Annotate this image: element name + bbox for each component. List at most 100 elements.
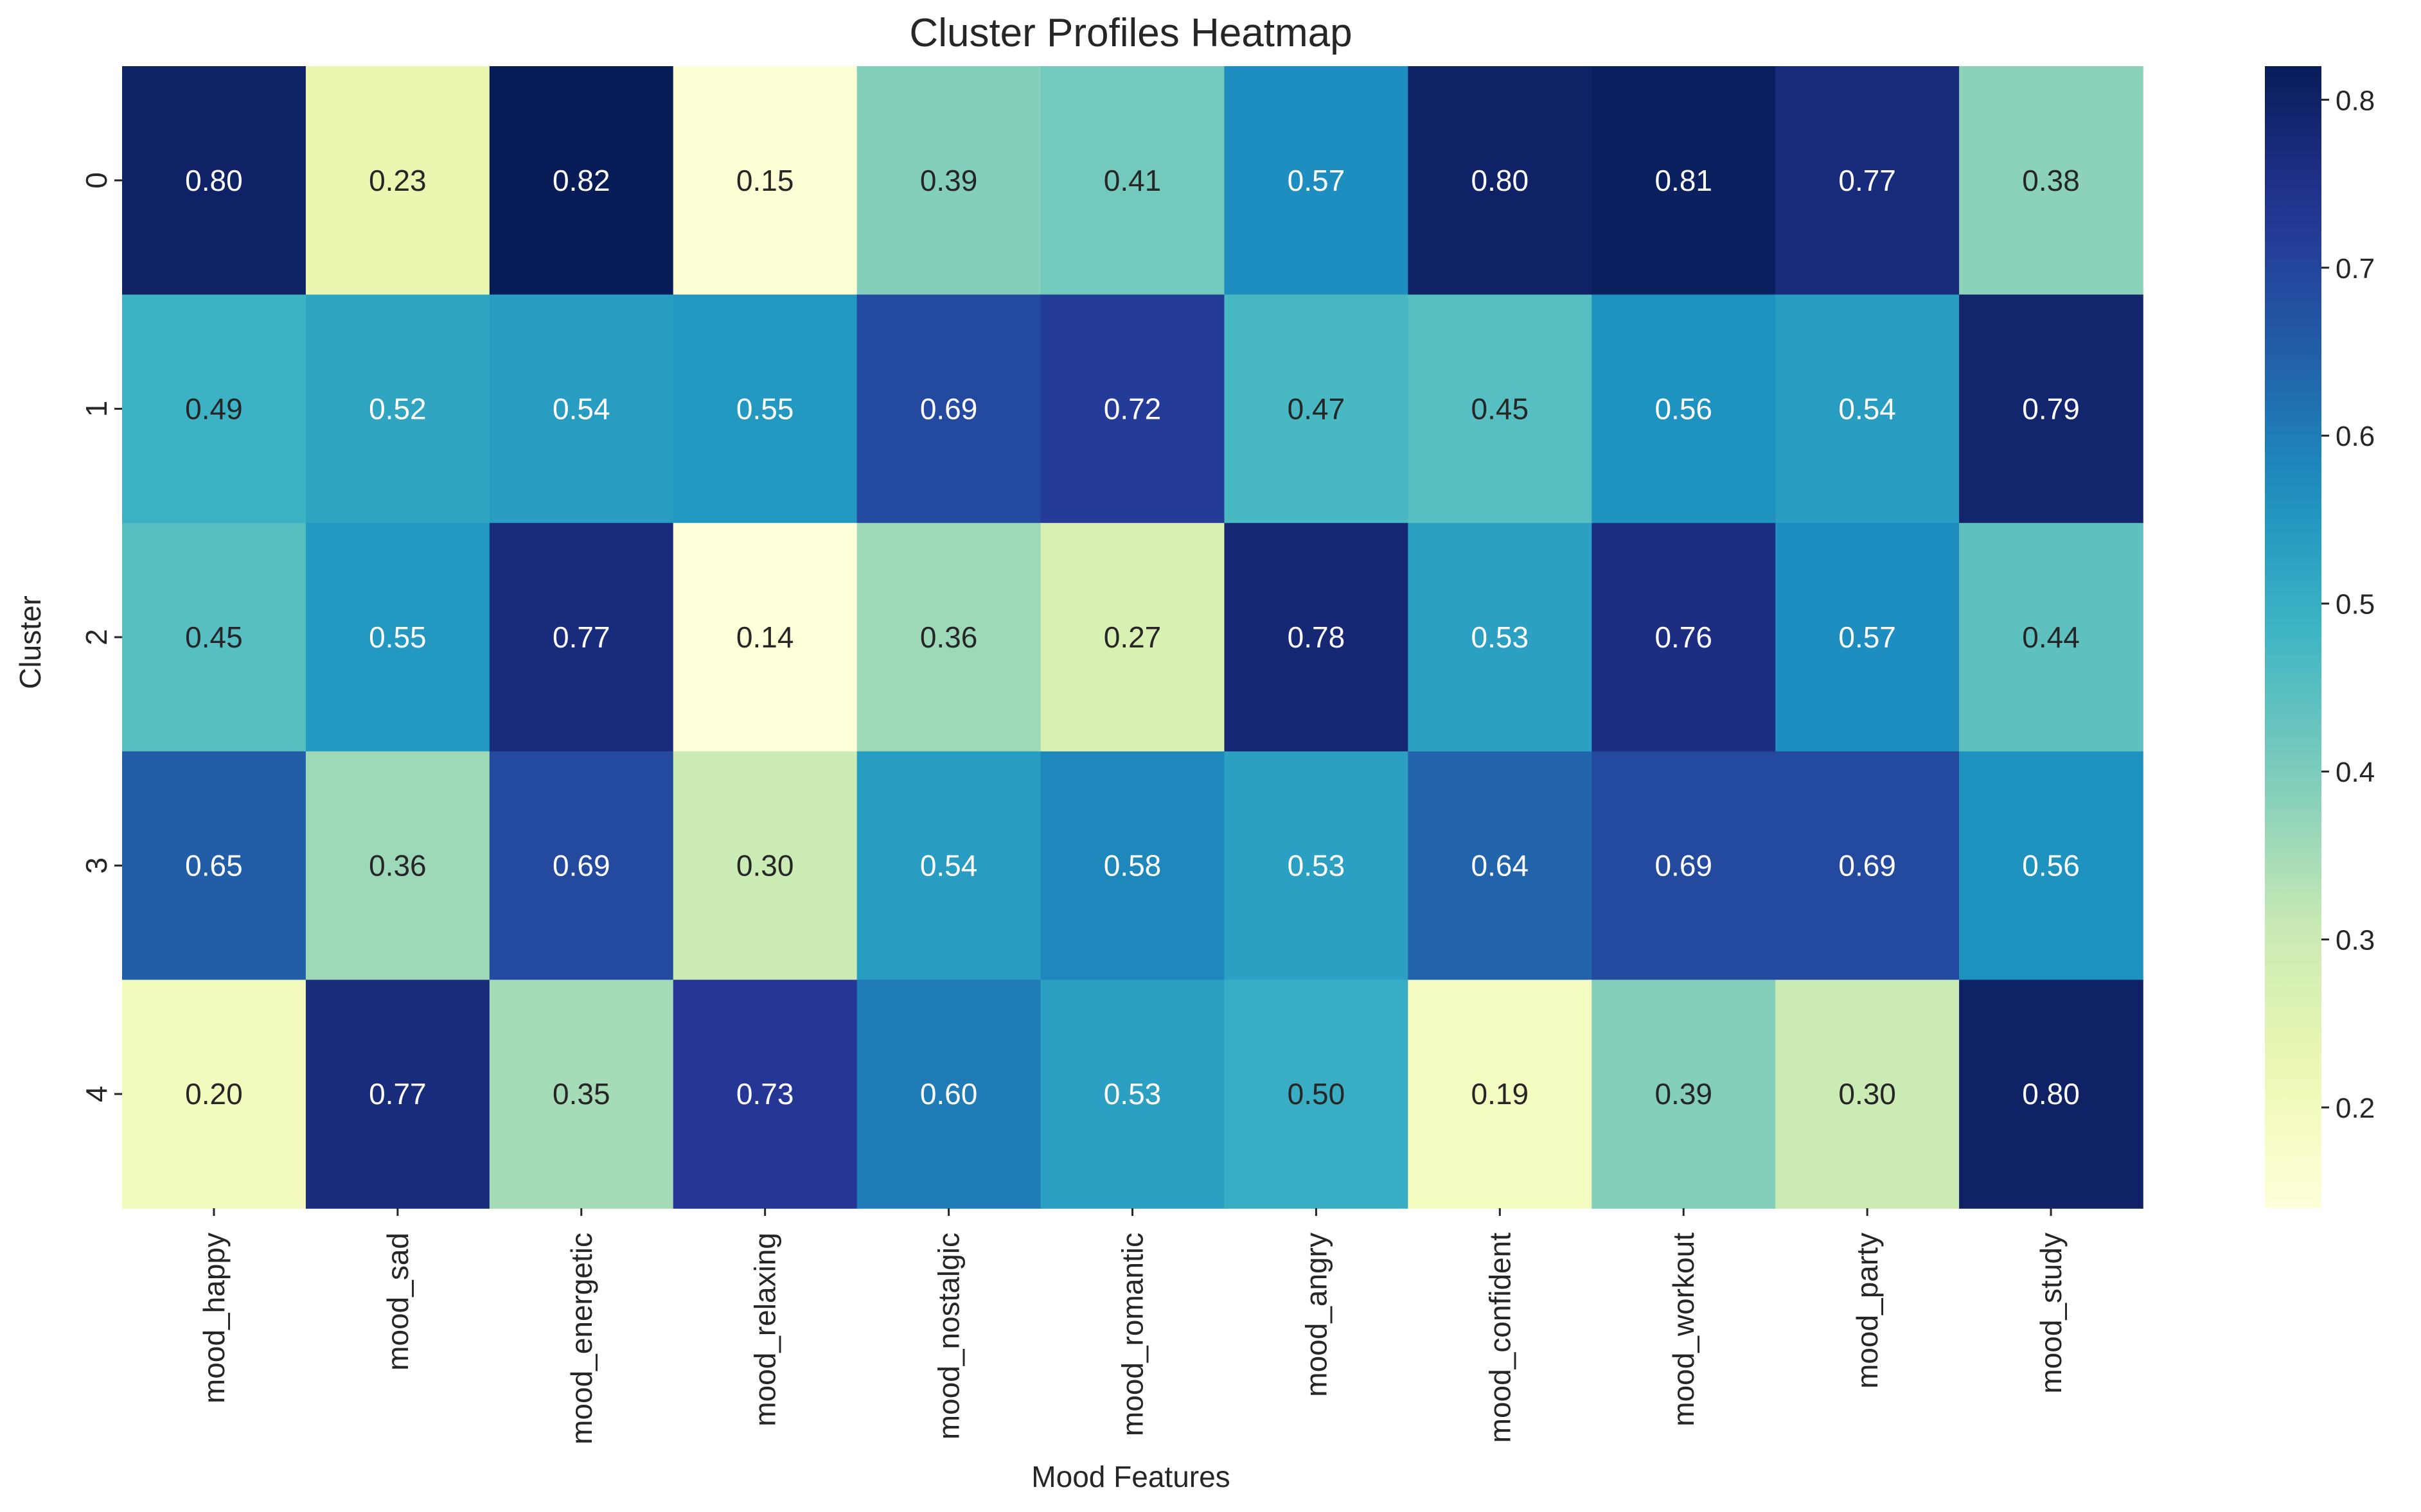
x-tick-label: mood_nostalgic	[932, 1233, 966, 1439]
x-tick-label: mood_happy	[197, 1233, 231, 1403]
colorbar-tick-label: 0.7	[2336, 253, 2375, 285]
cell-value-label: 0.35	[553, 1077, 610, 1111]
heatmap-cell	[122, 66, 306, 295]
cell-value-label: 0.53	[1104, 1077, 1162, 1111]
x-tick-label: mood_energetic	[565, 1233, 598, 1445]
cell-value-label: 0.41	[1104, 164, 1162, 197]
heatmap-cell	[856, 751, 1042, 981]
cell-value-label: 0.60	[920, 1077, 978, 1111]
cell-value-label: 0.19	[1471, 1077, 1529, 1111]
x-tick-label: mood_romantic	[1116, 1233, 1149, 1436]
y-axis-label: Cluster	[13, 595, 47, 689]
cell-value-label: 0.53	[1471, 620, 1529, 654]
heatmap-cell	[305, 294, 490, 523]
cell-value-label: 0.82	[553, 164, 610, 197]
heatmap-cell	[1959, 980, 2143, 1209]
colorbar-tick-label: 0.8	[2336, 85, 2375, 116]
cell-value-label: 0.69	[920, 392, 978, 425]
heatmap-cell	[1959, 523, 2143, 752]
cell-value-label: 0.69	[1654, 849, 1712, 883]
x-tick-label: mood_confident	[1483, 1233, 1516, 1443]
cell-value-label: 0.30	[1838, 1077, 1896, 1111]
heatmap-cell	[489, 294, 674, 523]
colorbar-tick-label: 0.4	[2336, 757, 2375, 788]
heatmap-cell	[1592, 294, 1776, 523]
cell-value-label: 0.57	[1288, 164, 1345, 197]
cell-value-label: 0.47	[1288, 392, 1345, 425]
heatmap-cell	[1040, 751, 1225, 981]
heatmap-cell	[489, 523, 674, 752]
cell-value-label: 0.79	[2022, 392, 2080, 425]
cell-value-label: 0.45	[185, 620, 243, 654]
heatmap-cell	[1040, 980, 1225, 1209]
cell-value-label: 0.72	[1104, 392, 1162, 425]
heatmap-cell	[1408, 980, 1593, 1209]
heatmap-cell	[122, 294, 306, 523]
cell-value-label: 0.36	[369, 849, 427, 883]
cell-value-label: 0.14	[736, 620, 794, 654]
cell-value-label: 0.53	[1288, 849, 1345, 883]
cell-value-label: 0.78	[1288, 620, 1345, 654]
heatmap-cell	[1959, 751, 2143, 981]
heatmap-cell	[1224, 980, 1409, 1209]
y-tick-label: 0	[80, 172, 113, 189]
cell-value-label: 0.50	[1288, 1077, 1345, 1111]
heatmap-cell	[673, 294, 858, 523]
heatmap-cell	[1408, 751, 1593, 981]
cell-value-label: 0.76	[1654, 620, 1712, 654]
heatmap-cell	[673, 751, 858, 981]
cell-value-label: 0.73	[736, 1077, 794, 1111]
colorbar-tick-label: 0.6	[2336, 421, 2375, 452]
heatmap-cell	[856, 523, 1042, 752]
x-tick-label: mood_angry	[1299, 1233, 1333, 1397]
cell-value-label: 0.44	[2022, 620, 2080, 654]
heatmap-cell	[305, 523, 490, 752]
cell-value-label: 0.36	[920, 620, 978, 654]
x-tick-label: mood_relaxing	[749, 1233, 782, 1427]
heatmap-cells: 0.80 0.23 0.82 0.15 0.39 0.41 0.57 0.80 0.81 0.77…	[122, 66, 2143, 1209]
x-axis-ticks: mood_happy mood_sad mood_energetic mood_rel…	[197, 1208, 2068, 1445]
heatmap-cell	[673, 66, 858, 295]
cell-value-label: 0.23	[369, 164, 427, 197]
heatmap-cell	[1224, 294, 1409, 523]
cell-value-label: 0.69	[553, 849, 610, 883]
heatmap-cell	[1775, 294, 1960, 523]
cell-value-label: 0.55	[369, 620, 427, 654]
heatmap-cell	[1775, 66, 1960, 295]
heatmap-cell	[673, 980, 858, 1209]
heatmap-cell	[1040, 294, 1225, 523]
colorbar-gradient	[2265, 66, 2321, 1208]
cell-value-label: 0.80	[1471, 164, 1529, 197]
heatmap-cell	[856, 294, 1042, 523]
heatmap-cell	[1224, 66, 1409, 295]
y-tick-label: 2	[80, 629, 113, 646]
cell-value-label: 0.54	[553, 392, 610, 425]
heatmap-cell	[1775, 523, 1960, 752]
cell-value-label: 0.57	[1838, 620, 1896, 654]
heatmap-cell	[122, 751, 306, 981]
heatmap-cell	[489, 980, 674, 1209]
x-tick-label: mood_study	[2034, 1233, 2068, 1394]
heatmap-cell	[1592, 751, 1776, 981]
cell-value-label: 0.65	[185, 849, 243, 883]
heatmap-cell	[305, 66, 490, 295]
heatmap-cell	[1775, 751, 1960, 981]
heatmap-cell	[1592, 980, 1776, 1209]
heatmap-cell	[673, 523, 858, 752]
colorbar-tick-label: 0.5	[2336, 589, 2375, 620]
cell-value-label: 0.80	[2022, 1077, 2080, 1111]
cell-value-label: 0.80	[185, 164, 243, 197]
x-tick-label: mood_sad	[381, 1233, 414, 1371]
cell-value-label: 0.69	[1838, 849, 1896, 883]
heatmap-cell	[489, 66, 674, 295]
heatmap-cell	[1408, 66, 1593, 295]
heatmap-cell	[305, 751, 490, 981]
cell-value-label: 0.54	[920, 849, 978, 883]
colorbar-tick-label: 0.2	[2336, 1093, 2375, 1124]
cell-value-label: 0.77	[553, 620, 610, 654]
heatmap-cell	[1775, 980, 1960, 1209]
y-axis-ticks: 0 1 2 3 4	[80, 172, 122, 1102]
cell-value-label: 0.49	[185, 392, 243, 425]
heatmap-cell	[122, 523, 306, 752]
